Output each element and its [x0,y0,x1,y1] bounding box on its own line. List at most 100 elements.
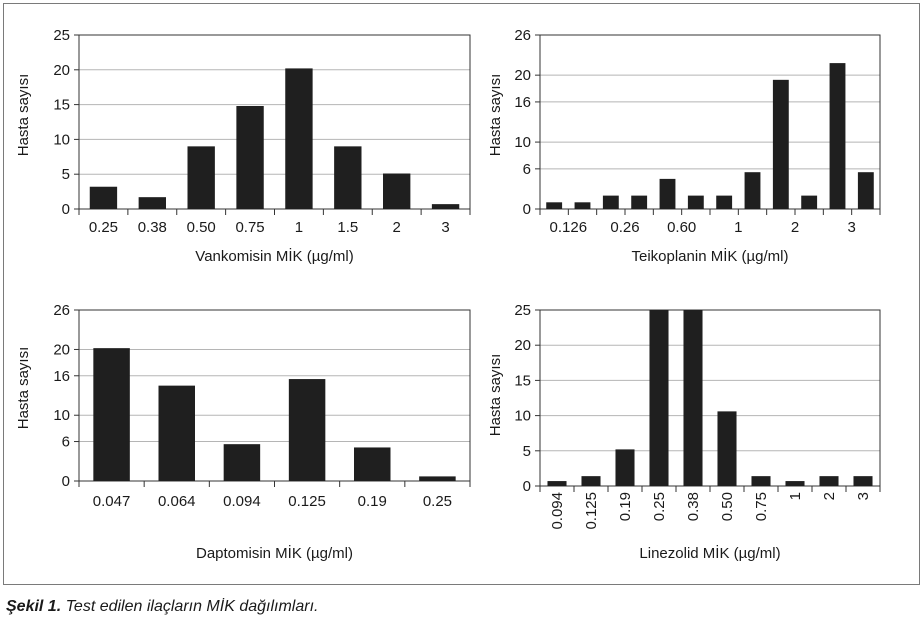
bar [602,195,619,209]
x-tick-label: 0.125 [583,492,600,530]
bar [546,202,563,209]
figure-caption: Şekil 1. Test edilen ilaçların MİK dağıl… [6,598,318,616]
chart-2: 0 6 10 16 20 26 0.126 0.26 0.60 1 2 3 Teikoplanin Mİ… [487,27,881,265]
bar [285,68,313,210]
y-tick-label: 0 [523,478,531,495]
x-tick-label: 1 [787,492,804,500]
bar [716,195,733,209]
y-tick-label: 20 [514,337,531,354]
bar [717,411,737,486]
bar [89,186,118,209]
bar [649,310,669,486]
bar [772,79,789,209]
bar [288,379,326,481]
bar [383,173,411,209]
bar [853,476,873,486]
x-tick-label: 0.25 [651,492,668,521]
plot-area [78,309,471,482]
x-tick-label: 0.50 [719,492,736,521]
plot-area [539,309,881,487]
x-tick-label: 1 [734,219,742,236]
bar [547,481,567,486]
x-tick-label: 0.38 [138,219,167,236]
x-tick-label: 0.75 [753,492,770,521]
x-tick-label: 0.38 [685,492,702,521]
bar [574,202,591,209]
x-tick-label: 3 [441,219,449,236]
bar [829,63,846,209]
x-tick-label: 1.5 [337,219,358,236]
bar [334,146,362,209]
bar [581,476,601,486]
bar [857,172,874,209]
plot-area [539,34,881,210]
x-tick-label: 0.126 [550,219,588,236]
x-axis-title: Daptomisin MİK (µg/ml) [196,544,353,562]
bar [801,195,818,209]
bar [138,197,166,209]
caption-text: Test edilen ilaçların MİK dağılımları. [65,598,319,615]
chart-3: 0 6 10 16 20 26 0.047 0.064 0.094 0.125 0.19 0.25 Da… [15,302,471,562]
x-tick-label: 3 [847,219,855,236]
x-tick-label: 0.50 [187,219,216,236]
bar [236,105,264,209]
y-tick-label: 0 [62,201,70,218]
bar [819,476,839,486]
y-tick-label: 15 [514,372,531,389]
bar [187,146,215,209]
y-tick-label: 16 [53,368,70,385]
bar [354,447,391,481]
x-tick-label: 1 [295,219,303,236]
y-axis-title: Hasta sayısı [487,354,504,437]
y-tick-label: 15 [53,97,70,114]
y-tick-label: 20 [53,341,70,358]
bar [744,172,761,209]
y-tick-label: 5 [62,166,70,183]
chart-1: 0 5 10 15 20 25 0.25 0.38 0.50 0.75 1 1.5 2 3 Vankomis… [15,27,471,265]
y-tick-label: 20 [53,62,70,79]
bar [659,178,676,209]
bar [419,476,456,481]
y-tick-label: 10 [53,131,70,148]
y-axis-title: Hasta sayısı [487,74,504,157]
x-axis-title: Vankomisin MİK (µg/ml) [195,247,353,265]
y-tick-label: 25 [53,27,70,44]
x-tick-label: 0.094 [549,492,566,530]
bar [223,444,261,481]
y-tick-label: 6 [523,161,531,178]
bar [93,348,130,481]
y-tick-label: 0 [62,473,70,490]
y-tick-label: 10 [53,407,70,424]
y-tick-label: 6 [62,434,70,451]
bar [683,310,703,486]
x-axis-title: Linezolid MİK (µg/ml) [639,544,780,562]
x-tick-label: 0.19 [617,492,634,521]
x-axis-title: Teikoplanin MİK (µg/ml) [631,247,788,265]
y-tick-label: 25 [514,302,531,319]
x-tick-label: 0.094 [223,493,261,510]
y-tick-label: 26 [53,302,70,319]
x-tick-label: 0.25 [423,493,452,510]
chart-4: 0 5 10 15 20 25 0.094 0.125 0.19 0.25 0.38 0.50 0.75… [487,302,881,562]
x-tick-label: 0.60 [667,219,696,236]
x-tick-label: 0.75 [235,219,264,236]
y-tick-label: 16 [514,94,531,111]
bar [631,195,648,209]
plot-area [78,34,471,210]
x-tick-label: 2 [791,219,799,236]
x-tick-label: 0.047 [93,493,131,510]
x-tick-label: 0.19 [358,493,387,510]
y-tick-label: 5 [523,443,531,460]
y-tick-label: 10 [514,134,531,151]
y-tick-label: 26 [514,27,531,44]
bar [785,481,805,486]
bar [615,449,635,486]
x-tick-label: 0.064 [158,493,196,510]
x-tick-label: 0.125 [288,493,326,510]
x-tick-label: 0.26 [610,219,639,236]
caption-label: Şekil 1. [6,598,62,615]
y-tick-label: 20 [514,67,531,84]
figure-frame [3,3,920,585]
bar [687,195,704,209]
x-tick-label: 0.25 [89,219,118,236]
